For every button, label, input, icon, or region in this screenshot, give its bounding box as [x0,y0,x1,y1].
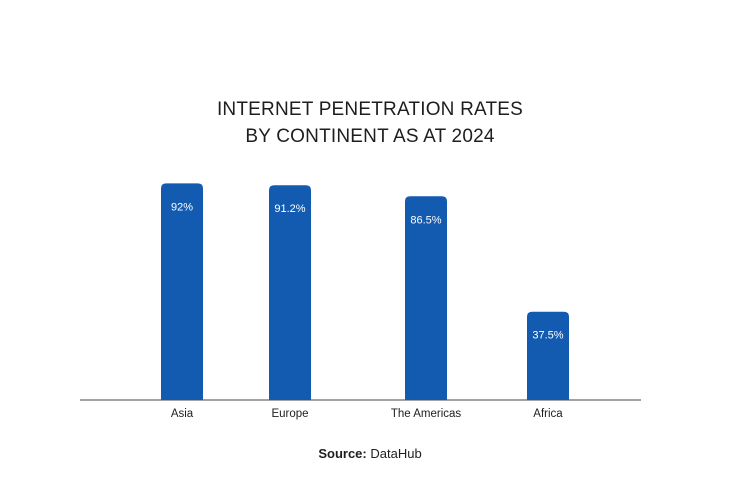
category-label: The Americas [391,408,462,420]
bar-value-label: 92% [171,201,193,213]
bar-asia [161,183,203,400]
bars-group [161,183,569,400]
bar-value-label: 37.5% [532,330,563,342]
bar-value-label: 91.2% [274,203,305,215]
bar-value-label: 86.5% [410,214,441,226]
category-label: Asia [171,408,194,420]
category-label: Europe [271,408,308,420]
source-label: Source: [318,446,367,461]
bar-the-americas [405,196,447,400]
bar-europe [269,185,311,400]
source-value: DataHub [370,446,422,461]
source-line: Source: DataHub [0,446,740,461]
bar-africa [527,311,569,400]
chart-title-line-1: INTERNET PENETRATION RATES [216,99,524,120]
chart-title-line-2: BY CONTINENT AS AT 2024 [245,126,495,147]
chart-title: INTERNET PENETRATION RATES BY CONTINENT … [0,96,740,150]
labels-group: 92% Asia 91.2% Europe 86.5% The Americas 37.5%… [171,201,564,420]
category-label: Africa [533,408,563,420]
